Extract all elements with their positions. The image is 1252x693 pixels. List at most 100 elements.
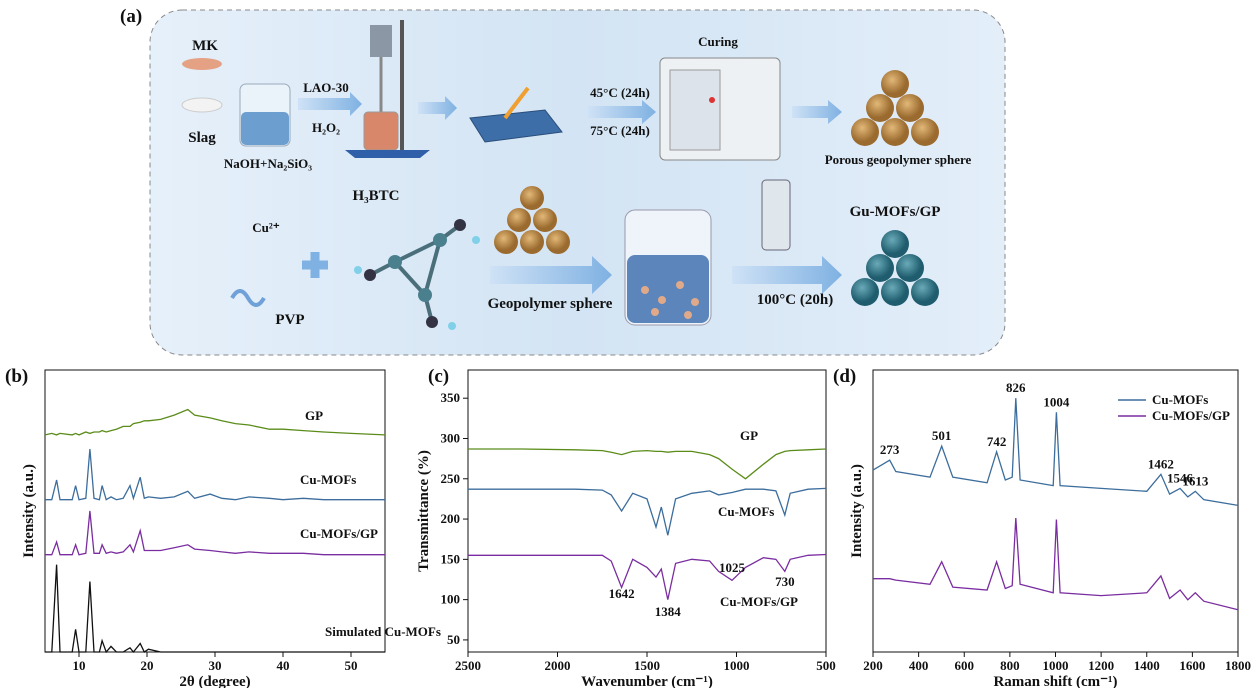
panel-label: (b) bbox=[5, 366, 28, 387]
x-tick-label: 40 bbox=[277, 658, 290, 673]
oven-door bbox=[669, 69, 721, 151]
series-line bbox=[468, 553, 827, 600]
y-tick-label: 150 bbox=[441, 551, 461, 566]
x-tick-label: 800 bbox=[1000, 658, 1020, 673]
series-line bbox=[468, 448, 827, 480]
x-axis-label: Wavenumber (cm⁻¹) bbox=[581, 674, 713, 688]
peak-label: 1462 bbox=[1148, 456, 1174, 471]
x-tick-label: 30 bbox=[209, 658, 222, 673]
x-tick-label: 2000 bbox=[545, 658, 571, 673]
spheres bbox=[851, 70, 939, 146]
series-label: Cu-MOFs/GP bbox=[300, 526, 378, 541]
series-line bbox=[44, 408, 386, 436]
label: 45°C (24h) bbox=[590, 85, 650, 100]
peak-label: 1546 bbox=[1167, 470, 1194, 485]
series-line bbox=[872, 398, 1239, 507]
y-axis-label: Intensity (a.u.) bbox=[849, 464, 865, 558]
peak-label: 826 bbox=[1006, 380, 1026, 395]
peak-label: 1642 bbox=[609, 586, 635, 601]
pvp-chain bbox=[230, 289, 266, 307]
x-axis-label: 2θ (degree) bbox=[179, 674, 250, 688]
peak-label: 501 bbox=[932, 428, 952, 443]
arrow bbox=[418, 96, 457, 120]
panel-label: (a) bbox=[120, 6, 142, 27]
label: MK bbox=[192, 38, 218, 54]
x-tick-label: 1000 bbox=[724, 658, 750, 673]
series-label: Cu-MOFs/GP bbox=[720, 594, 798, 609]
liquid bbox=[241, 112, 289, 145]
y-tick-label: 200 bbox=[441, 511, 461, 526]
well-plate bbox=[469, 109, 563, 143]
label: NaOH+Na₂SiO₃ bbox=[224, 156, 312, 171]
panel-label: (c) bbox=[428, 366, 449, 387]
label: PVP bbox=[275, 312, 304, 328]
x-tick-label: 1800 bbox=[1225, 658, 1251, 673]
label: 100°C (20h) bbox=[757, 292, 833, 308]
y-tick-label: 250 bbox=[441, 471, 461, 486]
series-line bbox=[45, 510, 385, 556]
plot-frame bbox=[44, 369, 386, 653]
arrow bbox=[732, 256, 842, 294]
x-tick-label: 400 bbox=[909, 658, 929, 673]
y-tick-label: 50 bbox=[447, 632, 460, 647]
particles bbox=[641, 281, 699, 319]
label: Cu²⁺ bbox=[252, 220, 280, 235]
x-tick-label: 2500 bbox=[455, 658, 481, 673]
x-tick-label: 20 bbox=[141, 658, 154, 673]
label: H₂O₂ bbox=[312, 120, 340, 135]
x-tick-label: 1500 bbox=[634, 658, 660, 673]
label: Geopolymer sphere bbox=[488, 296, 613, 312]
series-label: GP bbox=[305, 408, 323, 423]
powder bbox=[181, 97, 223, 113]
arrow bbox=[792, 100, 842, 124]
label: Slag bbox=[188, 130, 216, 146]
peak-label: 273 bbox=[880, 442, 900, 457]
base bbox=[345, 150, 430, 158]
x-axis-label: Raman shift (cm⁻¹) bbox=[993, 674, 1117, 688]
panel-a: (a) MK Slag NaOH+Na₂SiO₃ LAO-30 H₂O₂ 45°… bbox=[120, 6, 1006, 356]
spheres bbox=[851, 230, 939, 306]
y-axis-label: Intensity (a.u.) bbox=[21, 464, 37, 558]
label: Porous geopolymer sphere bbox=[825, 152, 972, 167]
y-tick-label: 350 bbox=[441, 390, 461, 405]
arrow bbox=[588, 100, 656, 124]
legend-label: Cu-MOFs/GP bbox=[1152, 408, 1230, 423]
series-line bbox=[45, 564, 385, 654]
x-tick-label: 200 bbox=[863, 658, 883, 673]
peak-label: 1004 bbox=[1043, 394, 1070, 409]
arrow bbox=[490, 256, 612, 294]
x-tick-label: 50 bbox=[345, 658, 358, 673]
label: H₃BTC bbox=[352, 188, 399, 204]
label: Curing bbox=[698, 34, 738, 49]
powder bbox=[182, 58, 222, 70]
y-axis-label: Transmittance (%) bbox=[416, 450, 432, 572]
plus bbox=[302, 252, 328, 278]
arrow bbox=[298, 92, 362, 116]
x-tick-label: 1600 bbox=[1179, 658, 1205, 673]
peak-label: 1384 bbox=[655, 604, 682, 619]
x-tick-label: 10 bbox=[73, 658, 86, 673]
series-line bbox=[873, 517, 1239, 611]
peak-label: 1025 bbox=[719, 560, 746, 575]
spheres bbox=[494, 186, 570, 254]
panel-label: (d) bbox=[833, 366, 856, 387]
pipette bbox=[503, 86, 530, 120]
autoclave bbox=[761, 179, 791, 251]
series-line bbox=[45, 448, 385, 501]
atoms bbox=[354, 219, 480, 330]
label: Gu-MOFs/GP bbox=[850, 204, 941, 220]
series-line bbox=[468, 487, 827, 536]
peak-label: 742 bbox=[987, 434, 1007, 449]
series-label: GP bbox=[740, 428, 758, 443]
y-tick-label: 300 bbox=[441, 430, 461, 445]
peak-label: 730 bbox=[775, 574, 795, 589]
x-tick-label: 1200 bbox=[1088, 658, 1114, 673]
beaker bbox=[363, 111, 399, 151]
x-tick-label: 600 bbox=[955, 658, 975, 673]
legend-label: Cu-MOFs bbox=[1152, 392, 1208, 407]
label: 75°C (24h) bbox=[590, 123, 650, 138]
y-tick-label: 100 bbox=[441, 592, 461, 607]
oven-button bbox=[709, 97, 715, 103]
series-label: Cu-MOFs bbox=[718, 504, 774, 519]
